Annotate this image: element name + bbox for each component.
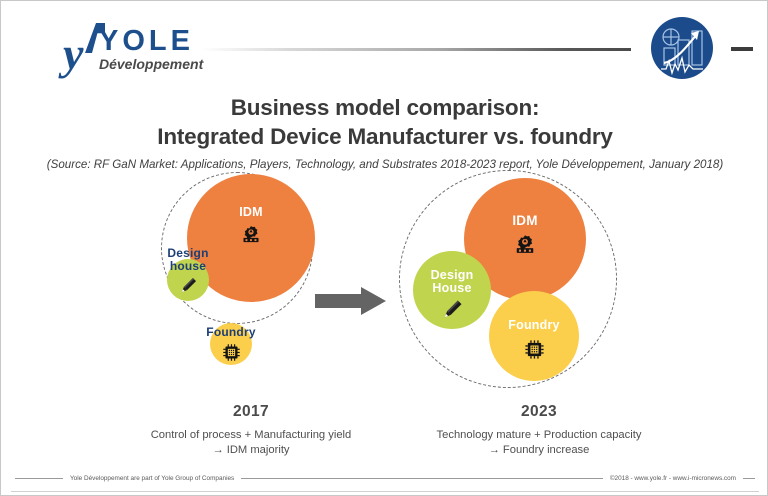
footer-rule-left xyxy=(15,477,63,479)
footer-left-text: Yole Développement are part of Yole Grou… xyxy=(70,474,235,482)
footer-bottom-rule xyxy=(11,491,759,492)
slide-header: y YOLE Développement xyxy=(1,1,767,87)
page-title-line-1: Business model comparison: xyxy=(230,95,540,120)
right-market-boundary-ring xyxy=(399,170,617,388)
yole-logo-wordmark: YOLE xyxy=(99,25,194,57)
footer-right-text: ©2018 - www.yole.fr - www.i-micronews.co… xyxy=(609,474,736,482)
yole-logo: y YOLE Développement xyxy=(63,19,204,79)
header-dash-mark xyxy=(731,47,753,51)
caption-2023-year: 2023 xyxy=(520,403,558,420)
slide-footer: Yole Développement are part of Yole Grou… xyxy=(1,467,767,495)
footer-row: Yole Développement are part of Yole Grou… xyxy=(15,471,755,485)
footer-rule-middle xyxy=(241,477,603,479)
right-design-house-label: Design House xyxy=(430,268,474,296)
right-design-house-bubble[interactable]: Design House xyxy=(413,251,491,329)
header-rule xyxy=(201,48,631,51)
yole-logo-y: y xyxy=(63,28,84,79)
pencil-icon xyxy=(413,297,491,328)
caption-2023-line-1: Technology mature + Production capacity xyxy=(436,429,642,441)
left-foundry-label: Foundry xyxy=(206,325,256,339)
microchip-icon xyxy=(210,343,252,367)
right-foundry-bubble[interactable]: Foundry xyxy=(489,291,579,381)
caption-2023: 2023 Technology mature + Production capa… xyxy=(399,403,679,458)
left-foundry-bubble[interactable]: Foundry xyxy=(206,323,256,367)
caption-2017: 2017 Control of process + Manufacturing … xyxy=(111,403,391,458)
caption-2023-line-2: → Foundry increase xyxy=(488,444,590,456)
source-citation: (Source: RF GaN Market: Applications, Pl… xyxy=(46,158,724,171)
left-design-house-bubble[interactable]: Design house xyxy=(167,247,209,302)
pencil-icon xyxy=(167,275,209,302)
chart-growth-icon xyxy=(651,17,713,79)
title-block: Business model comparison: Integrated De… xyxy=(1,93,767,172)
factory-gear-icon xyxy=(187,225,315,249)
caption-2017-year: 2017 xyxy=(232,403,270,420)
microchip-icon xyxy=(489,339,579,365)
right-foundry-label: Foundry xyxy=(508,318,560,332)
caption-2017-line-1: Control of process + Manufacturing yield xyxy=(150,429,352,441)
right-idm-label: IDM xyxy=(512,213,538,228)
left-idm-label: IDM xyxy=(239,205,263,219)
left-design-house-label: Design house xyxy=(167,246,209,273)
factory-gear-icon xyxy=(464,234,586,260)
footer-rule-right xyxy=(743,477,755,479)
yole-logo-tagline: Développement xyxy=(99,56,204,72)
right-arrow-icon xyxy=(315,286,387,316)
business-model-diagram: IDM Design house xyxy=(1,166,767,406)
caption-2017-line-2: → IDM majority xyxy=(212,444,290,456)
page-title-line-2: Integrated Device Manufacturer vs. found… xyxy=(157,124,613,149)
